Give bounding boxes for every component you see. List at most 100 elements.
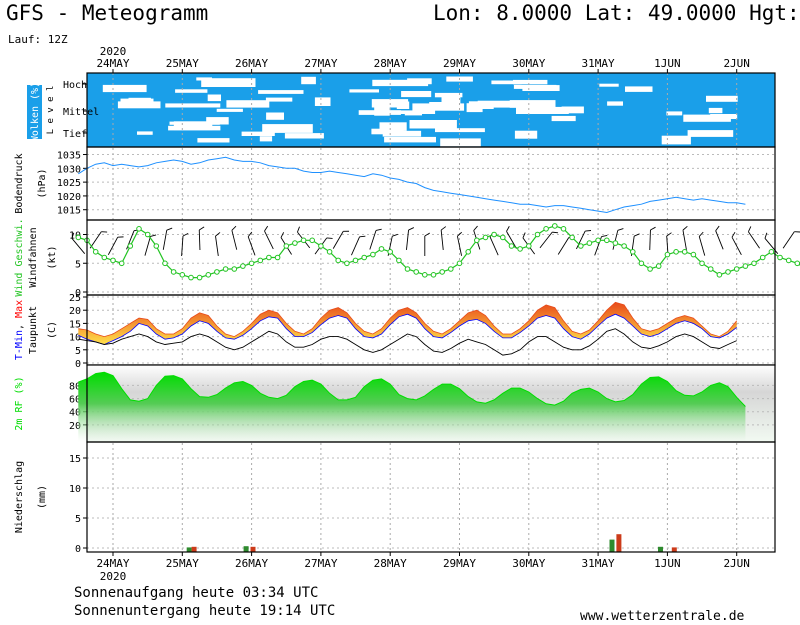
cloud-gap — [435, 128, 485, 133]
pressure-tick-label: 1035 — [57, 151, 81, 162]
wind-barb-feather — [457, 231, 462, 237]
wind-speed-point — [101, 254, 108, 261]
day-label-bottom: 27MAY — [304, 557, 337, 570]
wind-barb-staff — [351, 236, 360, 256]
day-label-top: 27MAY — [304, 57, 337, 70]
wind-barb-staff — [247, 236, 256, 256]
wind-barb — [369, 228, 382, 250]
wind-speed-point — [318, 243, 324, 249]
day-label-bottom: 28MAY — [374, 557, 407, 570]
cloud-gap — [599, 83, 619, 87]
day-label-top: 28MAY — [374, 57, 407, 70]
wind-speed-point — [370, 251, 376, 258]
wind-speed-point — [448, 266, 454, 272]
wind-barb-staff — [89, 231, 102, 249]
day-label-bottom: 31MAY — [582, 557, 615, 570]
wind-speed-point — [768, 249, 775, 255]
location-coordinates: Lon: 8.0000 Lat: 49.0000 Hgt: 18 — [433, 1, 800, 25]
day-label-bottom: 30MAY — [512, 557, 545, 570]
wind-barb-feather — [166, 227, 173, 231]
cloud-gap — [265, 97, 293, 102]
wind-barb — [612, 228, 624, 250]
cloud-gap — [314, 97, 331, 106]
wind-barb — [181, 232, 189, 257]
cloud-gap — [625, 86, 653, 92]
wind-barb — [682, 225, 688, 250]
wind-speed-point — [162, 260, 168, 267]
wind-speed-point — [604, 237, 610, 244]
wind-speed-point — [292, 240, 298, 246]
day-label-top: 29MAY — [443, 57, 476, 70]
cloud-gap — [513, 79, 548, 85]
wind-speed-point — [707, 266, 714, 272]
wind-barb-feather — [585, 230, 592, 232]
cloud-gap — [349, 89, 379, 93]
wind-speed-point — [543, 226, 549, 232]
wind-unit-label: (kt) — [47, 245, 58, 269]
wind-speed-point — [153, 243, 160, 249]
wind-barb-feather — [440, 226, 447, 231]
wind-barb — [594, 235, 608, 256]
cloud-gap — [607, 101, 623, 106]
wind-barb — [440, 226, 447, 250]
wind-barb-feather — [101, 231, 108, 233]
precip-unit-label: (mm) — [37, 485, 48, 509]
model-run-label: Lauf: 12Z — [8, 33, 68, 46]
wind-barb-feather — [764, 232, 768, 239]
wind-barb-feather — [182, 232, 189, 237]
wind-barb — [107, 236, 124, 256]
day-label-top: 24MAY — [96, 57, 129, 70]
wind-speed-point — [569, 234, 575, 241]
sunrise-text: Sonnenaufgang heute 03:34 UTC — [74, 585, 319, 601]
wind-speed-point — [118, 260, 125, 267]
precip-bar — [616, 534, 622, 552]
temp-range-fill — [78, 302, 737, 345]
day-label-top: 30MAY — [512, 57, 545, 70]
wind-speed-point — [205, 272, 212, 278]
wind-speed-point — [231, 266, 238, 272]
rh-line — [78, 371, 746, 407]
cloud-gap — [258, 90, 304, 94]
cloud-gap — [514, 130, 538, 139]
wind-barb-feather — [297, 226, 300, 233]
wind-barb — [297, 226, 311, 249]
day-label-top: 26MAY — [235, 57, 268, 70]
wind-barb-staff — [748, 231, 760, 249]
wind-barb-staff — [489, 236, 499, 256]
wind-barb-feather — [617, 228, 624, 231]
wind-barb-feather — [650, 226, 656, 231]
wind-speed-point — [630, 249, 636, 255]
wind-speed-point — [396, 257, 402, 264]
wind-speed-point — [560, 226, 567, 232]
temp-tick-label: 20 — [69, 306, 81, 317]
wind-speed-point — [170, 269, 177, 275]
wind-speed-point — [196, 274, 203, 281]
cloud-gap — [434, 92, 463, 98]
precip-bar — [186, 547, 192, 552]
wind-barb — [215, 232, 221, 256]
cloud-gap — [137, 131, 153, 135]
wind-barb-staff — [731, 236, 742, 256]
day-label-bottom: 25MAY — [166, 557, 199, 570]
wind-barb-staff — [162, 230, 168, 250]
precip-bar — [250, 546, 256, 552]
cloud-gap — [412, 103, 465, 111]
cloud-gap — [561, 106, 584, 114]
cloud-gap — [491, 80, 522, 85]
page-title: GFS - Meteogramm — [6, 1, 209, 25]
wind-speed-point — [326, 249, 333, 255]
wind-barb-feather — [359, 235, 366, 238]
wind-speed-point — [578, 243, 584, 249]
wind-speed-point — [378, 246, 385, 252]
cloud-gap — [708, 107, 723, 114]
wind-speed-point — [586, 240, 593, 246]
wind-speed-point — [248, 260, 255, 267]
wind-speed-point — [647, 266, 653, 272]
wind-barb — [649, 226, 656, 251]
wind-barb-staff — [198, 229, 201, 251]
wind-barb-feather — [748, 226, 752, 232]
wind-barb — [406, 227, 415, 250]
cloud-gap — [551, 115, 576, 122]
wind-barb-feather — [264, 225, 269, 232]
cloud-gap — [441, 96, 461, 104]
